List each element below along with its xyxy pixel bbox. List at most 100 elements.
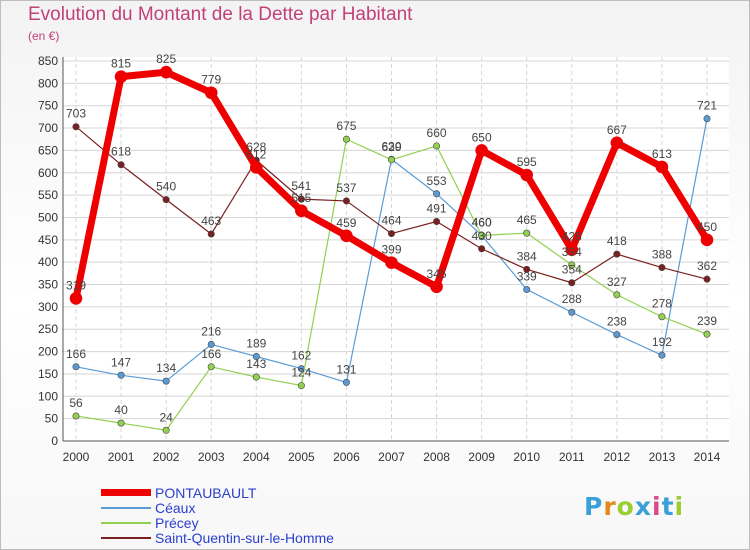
- y-tick-label: 0: [51, 434, 58, 448]
- data-label-pontaubault: 515: [291, 191, 311, 205]
- chart-title: Evolution du Montant de la Dette par Hab…: [28, 4, 413, 25]
- data-label-saint-quentin-sur-le-homme: 541: [291, 179, 311, 193]
- data-label-pontaubault: 815: [111, 57, 131, 71]
- data-label-precey: 124: [291, 366, 311, 380]
- x-tick-label: 2000: [63, 450, 90, 464]
- data-point-saint-quentin-sur-le-homme: [72, 123, 80, 131]
- data-label-precey: 278: [652, 297, 672, 311]
- data-label-saint-quentin-sur-le-homme: 354: [562, 263, 582, 277]
- y-tick-label: 450: [38, 233, 58, 247]
- data-label-ceaux: 131: [336, 362, 356, 376]
- data-label-saint-quentin-sur-le-homme: 540: [156, 180, 176, 194]
- data-point-precey: [658, 313, 666, 321]
- data-point-ceaux: [568, 308, 576, 316]
- data-label-saint-quentin-sur-le-homme: 384: [517, 249, 537, 263]
- legend-label-precey: Précey: [155, 514, 199, 531]
- logo-letter: i: [674, 492, 685, 521]
- data-label-ceaux: 553: [427, 174, 447, 188]
- data-point-precey: [117, 419, 125, 427]
- data-label-ceaux: 166: [66, 347, 86, 361]
- data-label-pontaubault: 345: [427, 267, 447, 281]
- data-label-pontaubault: 399: [381, 243, 401, 257]
- legend-swatch-precey: [101, 521, 151, 524]
- data-label-pontaubault: 613: [652, 147, 672, 161]
- data-point-pontaubault: [565, 243, 579, 256]
- x-tick-label: 2004: [243, 450, 270, 464]
- data-point-ceaux: [703, 115, 711, 123]
- data-label-precey: 143: [246, 357, 266, 371]
- data-label-pontaubault: 650: [472, 130, 492, 144]
- data-point-precey: [207, 363, 215, 371]
- x-tick-label: 2005: [288, 450, 315, 464]
- data-point-pontaubault: [610, 136, 624, 150]
- data-label-precey: 327: [607, 275, 627, 289]
- data-label-pontaubault: 595: [517, 155, 537, 169]
- data-point-precey: [297, 382, 305, 390]
- x-tick-label: 2002: [153, 450, 180, 464]
- y-tick-label: 150: [38, 367, 58, 381]
- data-point-pontaubault: [475, 144, 488, 157]
- legend-item-precey: Précey: [101, 514, 334, 531]
- x-tick-label: 2006: [333, 450, 360, 464]
- data-label-ceaux: 339: [517, 269, 537, 283]
- data-label-pontaubault: 450: [697, 220, 717, 234]
- data-label-saint-quentin-sur-le-homme: 464: [381, 214, 401, 228]
- data-label-pontaubault: 825: [156, 52, 176, 66]
- data-label-precey: 24: [159, 410, 173, 424]
- legend-item-saint-quentin: Saint-Quentin-sur-le-Homme: [101, 530, 334, 546]
- x-tick-label: 2001: [108, 450, 135, 464]
- data-label-ceaux: 134: [156, 361, 176, 375]
- legend-item-pontaubault: PONTAUBAULT: [101, 484, 334, 501]
- data-point-precey: [613, 291, 621, 299]
- data-point-pontaubault: [340, 229, 353, 243]
- data-point-pontaubault: [385, 256, 398, 269]
- x-tick-label: 2008: [423, 450, 450, 464]
- legend-swatch-pontaubault: [101, 489, 151, 496]
- data-label-precey: 660: [427, 126, 447, 140]
- data-point-precey: [478, 231, 486, 239]
- y-tick-label: 850: [38, 54, 58, 68]
- x-tick-label: 2013: [649, 450, 676, 464]
- data-label-saint-quentin-sur-le-homme: 430: [472, 229, 492, 243]
- y-tick-label: 50: [45, 412, 59, 426]
- y-tick-label: 100: [38, 389, 58, 403]
- legend-label-ceaux: Céaux: [155, 499, 196, 516]
- legend-swatch-ceaux: [101, 506, 151, 509]
- data-point-saint-quentin-sur-le-homme: [658, 264, 666, 272]
- data-point-ceaux: [342, 378, 350, 386]
- data-point-ceaux: [207, 340, 215, 348]
- data-label-ceaux: 216: [201, 324, 221, 338]
- data-point-precey: [433, 142, 441, 150]
- data-point-saint-quentin-sur-le-homme: [207, 230, 215, 238]
- legend: PONTAUBAULT Céaux Précey Saint-Quentin-s…: [101, 484, 334, 546]
- data-point-ceaux: [72, 363, 80, 371]
- data-point-pontaubault: [430, 280, 443, 294]
- legend-swatch-saint-quentin: [101, 536, 151, 539]
- data-label-pontaubault: 779: [201, 73, 221, 87]
- data-point-saint-quentin-sur-le-homme: [478, 245, 486, 253]
- data-point-saint-quentin-sur-le-homme: [523, 265, 531, 273]
- data-label-precey: 675: [336, 119, 356, 133]
- x-tick-label: 2003: [198, 450, 225, 464]
- y-tick-label: 200: [38, 345, 58, 359]
- data-point-ceaux: [658, 351, 666, 359]
- data-point-saint-quentin-sur-le-homme: [613, 250, 621, 258]
- y-tick-label: 550: [38, 188, 58, 202]
- data-point-pontaubault: [700, 233, 714, 247]
- y-tick-label: 600: [38, 166, 58, 180]
- data-point-pontaubault: [204, 86, 218, 100]
- data-label-saint-quentin-sur-le-homme: 388: [652, 248, 672, 262]
- data-point-saint-quentin-sur-le-homme: [162, 196, 170, 204]
- data-label-saint-quentin-sur-le-homme: 362: [697, 259, 717, 273]
- data-label-saint-quentin-sur-le-homme: 491: [427, 201, 447, 215]
- data-label-precey: 460: [472, 215, 492, 229]
- legend-label-pontaubault: PONTAUBAULT: [155, 484, 257, 501]
- data-point-saint-quentin-sur-le-homme: [342, 197, 350, 205]
- x-tick-label: 2007: [378, 450, 405, 464]
- data-label-saint-quentin-sur-le-homme: 463: [201, 214, 221, 228]
- data-label-ceaux: 192: [652, 335, 672, 349]
- data-label-ceaux: 288: [562, 292, 582, 306]
- data-label-pontaubault: 667: [607, 123, 627, 137]
